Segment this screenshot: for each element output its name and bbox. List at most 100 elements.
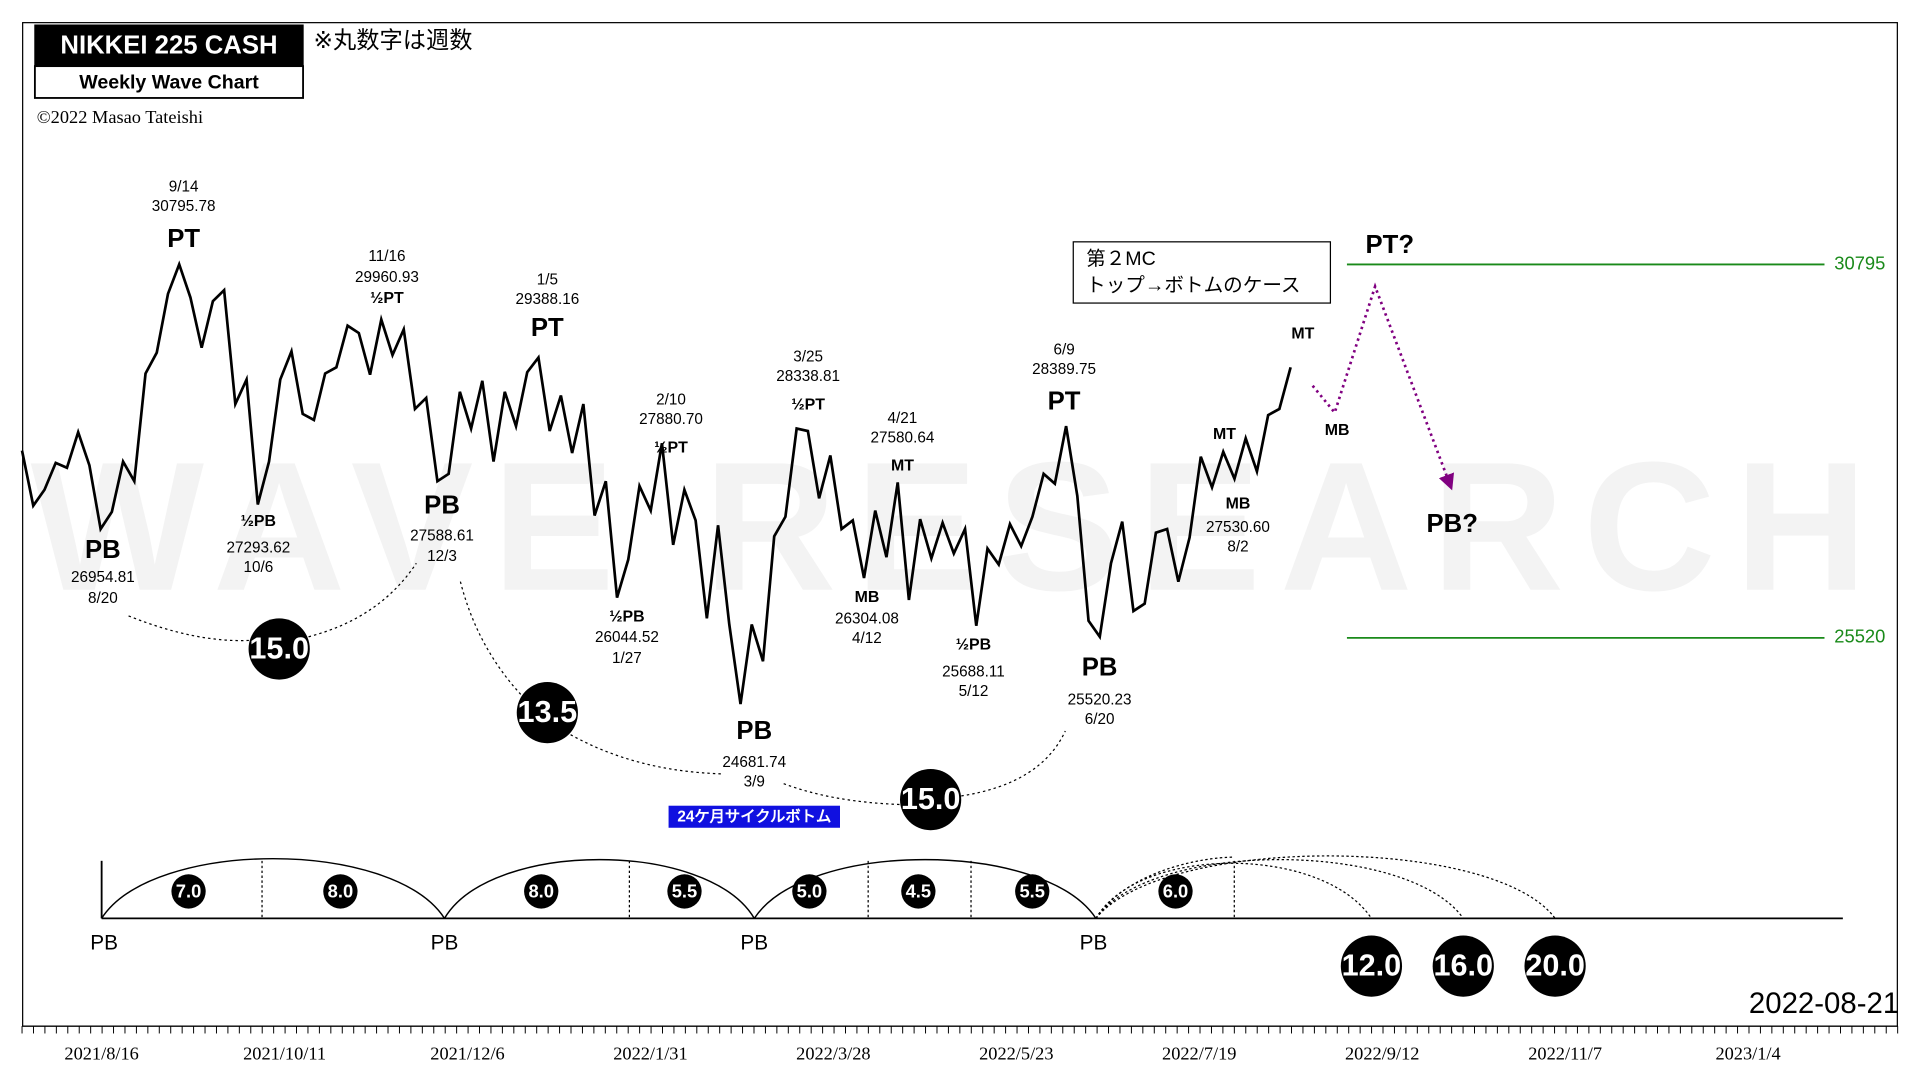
- arc: [459, 581, 525, 699]
- pivot-price: 25688.11: [942, 663, 1005, 680]
- pivot-date: 6/9: [1053, 341, 1074, 358]
- pivot-label: ½PB: [609, 608, 644, 625]
- cycle-bottom-label: PB: [431, 932, 459, 955]
- count-circle: [667, 874, 702, 909]
- chart-date: 2022-08-21: [1749, 987, 1899, 1020]
- pivot-date: 2/10: [656, 391, 686, 408]
- cycle-label-box: [668, 805, 840, 828]
- pivot-price: 26044.52: [595, 629, 659, 646]
- pivot-label: PT: [531, 314, 564, 342]
- count-label: 8.0: [528, 880, 554, 901]
- annotation-box: [1072, 241, 1332, 304]
- x-tick-label: 2022/9/12: [1345, 1044, 1419, 1064]
- count-label: 4.5: [906, 880, 932, 901]
- count-circle: [323, 874, 358, 909]
- pivot-label: PB: [424, 492, 460, 520]
- pivot-date: 3/9: [744, 773, 765, 790]
- pivot-date: 11/16: [368, 248, 405, 265]
- subtitle-box: [33, 65, 304, 99]
- count-circle: [171, 874, 206, 909]
- pivot-price: 29388.16: [515, 291, 579, 308]
- copyright: ©2022 Masao Tateishi: [37, 107, 203, 127]
- count-circle: [792, 874, 827, 909]
- pivot-price: 24681.74: [722, 754, 786, 771]
- chart-title: NIKKEI 225 CASH: [60, 31, 277, 59]
- pivot-label: ½PT: [654, 439, 688, 456]
- cycle-bottom-label: PB: [1080, 932, 1108, 955]
- pivot-label: ½PT: [370, 290, 404, 307]
- count-label: 16.0: [1433, 948, 1493, 982]
- arc: [961, 730, 1066, 797]
- count-circle: [248, 618, 310, 680]
- cycle-label: 24ケ月サイクルボトム: [677, 808, 831, 825]
- pivot-label: PT: [167, 225, 200, 253]
- pivot-label: MB: [855, 589, 880, 606]
- pivot-date: 4/21: [888, 410, 918, 427]
- x-tick-label: 2021/10/11: [243, 1044, 326, 1064]
- pivot-price: 26304.08: [835, 611, 899, 628]
- note: ※丸数字は週数: [313, 27, 472, 53]
- pivot-date: 10/6: [243, 559, 273, 576]
- pivot-date: 3/25: [793, 349, 823, 366]
- count-circle: [1524, 935, 1586, 997]
- pivot-date: 1/5: [537, 271, 558, 288]
- count-label: 12.0: [1342, 948, 1402, 982]
- count-label: 6.0: [1163, 880, 1189, 901]
- cycle-arc: [753, 858, 1097, 919]
- pivot-label: MT: [1213, 426, 1236, 443]
- pivot-price: 29960.93: [355, 269, 419, 286]
- x-tick-label: 2021/8/16: [64, 1044, 138, 1064]
- pivot-price: 27293.62: [226, 540, 290, 557]
- reference-label: 25520: [1834, 626, 1885, 647]
- pivot-date: 9/14: [169, 178, 199, 195]
- x-tick-label: 2022/7/19: [1162, 1044, 1236, 1064]
- count-circle: [1340, 935, 1403, 997]
- price-line: [20, 260, 1292, 705]
- pivot-date: 8/2: [1227, 538, 1248, 555]
- count-label: 13.5: [518, 695, 578, 729]
- pivot-label: ½PT: [791, 397, 825, 414]
- pivot-price: 25520.23: [1068, 691, 1132, 708]
- count-label: 15.0: [901, 782, 961, 816]
- pivot-date: 5/12: [959, 683, 989, 700]
- pivot-price: 27880.70: [639, 411, 703, 428]
- pivot-date: 12/3: [427, 548, 457, 565]
- x-tick-label: 2022/3/28: [796, 1044, 870, 1064]
- count-label: 5.0: [797, 880, 823, 901]
- annotation-text: トップ→ボトムのケース: [1086, 275, 1300, 297]
- x-tick-label: 2022/11/7: [1528, 1044, 1602, 1064]
- count-circle: [901, 874, 936, 909]
- arc: [570, 734, 723, 775]
- pivot-label: PB: [85, 536, 121, 564]
- count-label: 8.0: [328, 880, 354, 901]
- pivot-label: PT?: [1366, 231, 1415, 259]
- arc: [128, 615, 250, 642]
- pivot-price: 30795.78: [152, 198, 216, 215]
- cycle-bottom-label: PB: [90, 932, 118, 955]
- cycle-arc: [443, 858, 755, 919]
- x-tick-label: 2021/12/6: [430, 1044, 504, 1064]
- arc: [783, 783, 901, 806]
- pivot-price: 27530.60: [1206, 519, 1270, 536]
- cycle-dividers: [261, 855, 1556, 919]
- count-label: 5.5: [672, 880, 698, 901]
- count-circle: [1432, 935, 1494, 997]
- pivot-label: ½PB: [241, 513, 276, 530]
- count-label: 7.0: [176, 880, 202, 901]
- count-label: 20.0: [1525, 948, 1585, 982]
- pivot-price: 28389.75: [1032, 361, 1096, 378]
- reference-label: 30795: [1834, 252, 1885, 273]
- pivot-label: PB?: [1427, 510, 1478, 538]
- pivot-date: 6/20: [1085, 711, 1115, 728]
- projection-arc: [1095, 858, 1464, 919]
- pivot-label: MT: [1291, 325, 1314, 342]
- pivot-label: MT: [891, 458, 914, 475]
- pivot-date: 8/20: [88, 590, 118, 607]
- count-circle: [1158, 874, 1193, 909]
- pivot-date: 1/27: [612, 650, 642, 667]
- projection-arc: [1095, 856, 1235, 919]
- x-tick-label: 2022/5/23: [979, 1044, 1053, 1064]
- pivot-price: 27580.64: [871, 429, 935, 446]
